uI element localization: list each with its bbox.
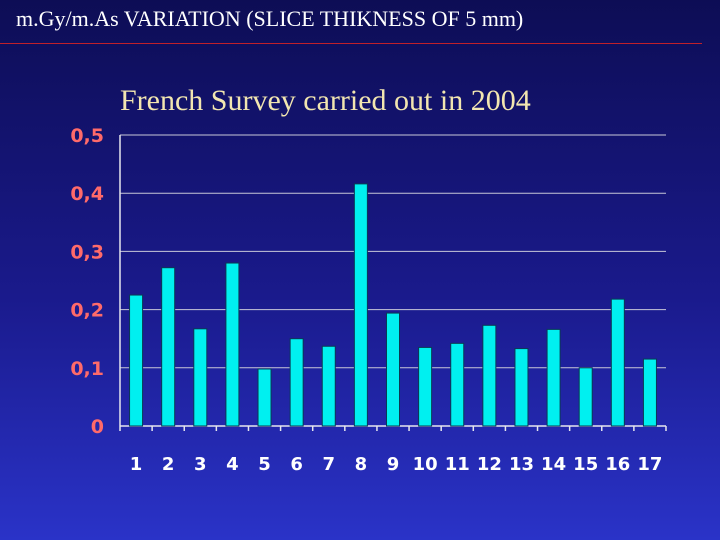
bar-6 [289,338,304,427]
y-tick-label: 0,3 [70,241,104,263]
bar-15 [578,367,593,427]
x-tick-label: 14 [541,454,566,475]
x-tick-label: 11 [445,454,470,475]
y-tick-label: 0,4 [70,183,104,205]
y-tick-label: 0,5 [70,125,104,147]
bar-8 [353,183,368,427]
bar-14 [546,328,561,427]
y-tick-label: 0,2 [70,300,104,322]
y-tick-label: 0,1 [70,358,104,380]
bar-7 [321,345,336,427]
x-tick-label: 10 [413,454,438,475]
x-tick-label: 5 [258,454,271,475]
bar-10 [418,346,433,427]
bar-2 [161,267,176,427]
bar-11 [450,342,465,427]
bar-1 [129,294,144,427]
bar-17 [642,358,657,427]
chart-title: French Survey carried out in 2004 [120,84,531,117]
x-tick-label: 2 [162,454,175,475]
x-axis-tick-labels: 1 2 3 4 5 6 7 8 9 10 11 12 13 14 15 16 17 [130,454,663,475]
x-tick-label: 15 [573,454,598,475]
bar-4 [225,262,240,427]
slide-title: m.Gy/m.As VARIATION (SLICE THIKNESS OF 5… [16,6,524,31]
y-axis-tick-labels: 0 0,1 0,2 0,3 0,4 0,5 [70,125,104,438]
x-tick-label: 6 [290,454,303,475]
bar-9 [386,312,400,427]
bar-3 [193,328,208,427]
bars [129,183,657,427]
x-tick-label: 16 [605,454,630,475]
x-tick-label: 17 [637,454,662,475]
bar-13 [514,348,529,427]
bar-16 [610,298,625,427]
bar-5 [257,368,272,427]
title-divider [0,43,702,44]
x-tick-label: 1 [130,454,143,475]
y-tick-label: 0 [91,416,104,438]
x-tick-label: 13 [509,454,534,475]
x-tick-label: 7 [322,454,335,475]
x-tick-label: 4 [226,454,239,475]
x-tick-label: 8 [355,454,368,475]
x-tick-label: 12 [477,454,502,475]
bar-12 [482,324,497,427]
x-tick-label: 3 [194,454,207,475]
x-tick-label: 9 [387,454,400,475]
